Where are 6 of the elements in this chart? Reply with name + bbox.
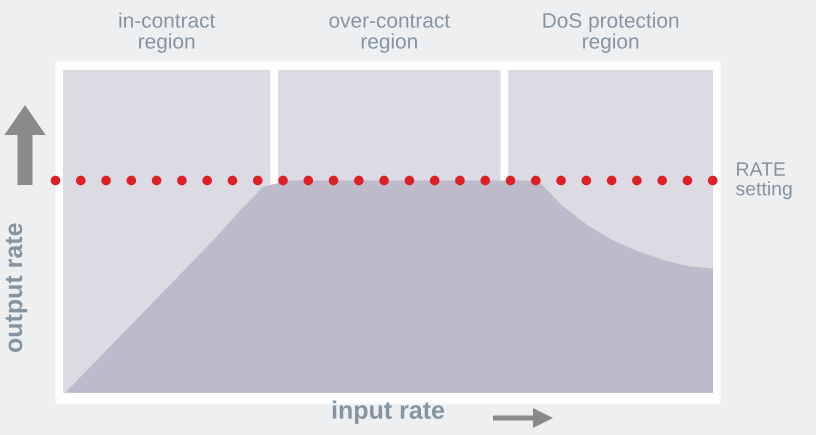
text: DoS protection region: [543, 12, 678, 53]
x-axis-title: input rate: [332, 400, 444, 424]
text: over-contract region: [329, 14, 450, 53]
ref-line-label: RATE setting: [736, 162, 792, 200]
text: in-contract region: [119, 12, 216, 53]
y-axis-title: output rate: [6, 223, 28, 352]
